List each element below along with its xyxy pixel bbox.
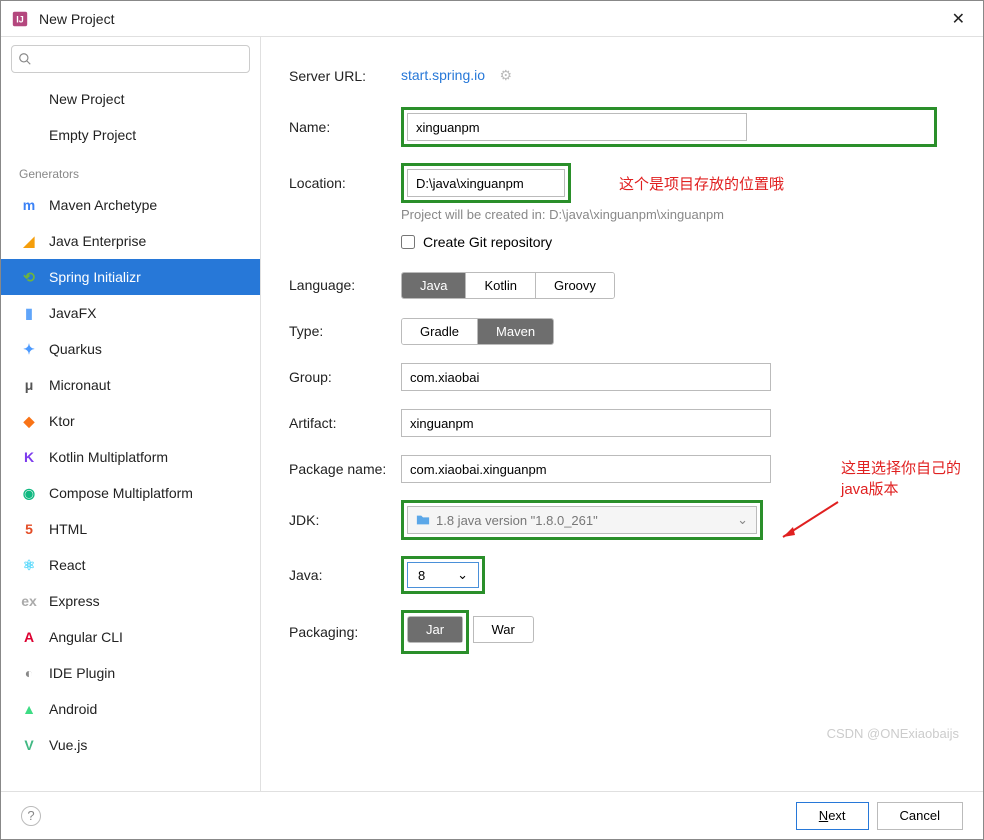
language-label: Language: xyxy=(289,277,401,293)
sidebar-item-maven-archetype[interactable]: mMaven Archetype xyxy=(1,187,260,223)
sidebar-item-android[interactable]: ▲Android xyxy=(1,691,260,727)
sidebar: New ProjectEmpty Project Generators mMav… xyxy=(1,37,261,793)
sidebar-item-micronaut[interactable]: μMicronaut xyxy=(1,367,260,403)
java-label: Java: xyxy=(289,567,401,583)
gear-icon[interactable]: ⚙ xyxy=(500,67,513,83)
sidebar-item-kotlin-multiplatform[interactable]: KKotlin Multiplatform xyxy=(1,439,260,475)
location-hint: Project will be created in: D:\java\xing… xyxy=(401,207,955,222)
seg-jar[interactable]: Jar xyxy=(407,616,463,643)
folder-icon xyxy=(416,513,430,527)
seg-kotlin[interactable]: Kotlin xyxy=(466,273,536,298)
sidebar-item-java-enterprise[interactable]: ◢Java Enterprise xyxy=(1,223,260,259)
seg-java[interactable]: Java xyxy=(402,273,466,298)
jdk-label: JDK: xyxy=(289,512,401,528)
titlebar: IJ New Project ✕ xyxy=(1,1,983,37)
location-label: Location: xyxy=(289,175,401,191)
location-input[interactable] xyxy=(407,169,565,197)
seg-war[interactable]: War xyxy=(473,616,534,643)
sidebar-item-ide-plugin[interactable]: ◐IDE Plugin xyxy=(1,655,260,691)
language-group[interactable]: JavaKotlinGroovy xyxy=(401,272,615,299)
help-button[interactable]: ? xyxy=(21,806,41,826)
group-input[interactable] xyxy=(401,363,771,391)
sidebar-item-javafx[interactable]: ▮JavaFX xyxy=(1,295,260,331)
jdk-dropdown[interactable]: 1.8 java version "1.8.0_261" ⌄ xyxy=(407,506,757,534)
type-group[interactable]: GradleMaven xyxy=(401,318,554,345)
group-label: Group: xyxy=(289,369,401,385)
server-url-link[interactable]: start.spring.io xyxy=(401,67,485,83)
sidebar-item-angular-cli[interactable]: AAngular CLI xyxy=(1,619,260,655)
search-input[interactable] xyxy=(11,45,250,73)
sidebar-item-html[interactable]: 5HTML xyxy=(1,511,260,547)
arrow-icon xyxy=(773,497,843,547)
artifact-input[interactable] xyxy=(401,409,771,437)
svg-text:IJ: IJ xyxy=(16,14,24,24)
chevron-down-icon: ⌄ xyxy=(457,567,468,583)
sidebar-item[interactable]: Empty Project xyxy=(1,117,260,153)
git-checkbox[interactable] xyxy=(401,235,415,249)
type-label: Type: xyxy=(289,323,401,339)
close-button[interactable]: ✕ xyxy=(944,5,973,33)
packaging-label: Packaging: xyxy=(289,624,401,640)
seg-maven[interactable]: Maven xyxy=(478,319,553,344)
name-input[interactable] xyxy=(407,113,747,141)
app-icon: IJ xyxy=(11,10,29,28)
next-button[interactable]: Next xyxy=(796,802,869,830)
sidebar-item[interactable]: New Project xyxy=(1,81,260,117)
window-title: New Project xyxy=(39,11,944,27)
seg-groovy[interactable]: Groovy xyxy=(536,273,614,298)
artifact-label: Artifact: xyxy=(289,415,401,431)
seg-gradle[interactable]: Gradle xyxy=(402,319,478,344)
package-label: Package name: xyxy=(289,461,401,477)
server-url-label: Server URL: xyxy=(289,68,401,84)
packaging-group[interactable]: Jar xyxy=(407,616,463,643)
sidebar-item-vue.js[interactable]: VVue.js xyxy=(1,727,260,763)
sidebar-item-spring-initializr[interactable]: ⟲Spring Initializr xyxy=(1,259,260,295)
footer: ? Next Cancel xyxy=(1,791,983,839)
sidebar-item-compose-multiplatform[interactable]: ◉Compose Multiplatform xyxy=(1,475,260,511)
annotation-jdk: 这里选择你自己的 java版本 xyxy=(841,457,961,499)
git-checkbox-label: Create Git repository xyxy=(423,234,552,250)
generators-header: Generators xyxy=(1,153,260,187)
package-input[interactable] xyxy=(401,455,771,483)
sidebar-item-react[interactable]: ⚛React xyxy=(1,547,260,583)
cancel-button[interactable]: Cancel xyxy=(877,802,963,830)
main-panel: Server URL: start.spring.io ⚙ Name: Loca… xyxy=(261,37,983,793)
annotation-location: 这个是项目存放的位置哦 xyxy=(619,173,784,194)
chevron-down-icon: ⌄ xyxy=(737,512,748,528)
watermark: CSDN @ONExiaobaijs xyxy=(827,726,959,741)
sidebar-item-ktor[interactable]: ◆Ktor xyxy=(1,403,260,439)
sidebar-item-quarkus[interactable]: ✦Quarkus xyxy=(1,331,260,367)
java-dropdown[interactable]: 8 ⌄ xyxy=(407,562,479,588)
name-label: Name: xyxy=(289,119,401,135)
sidebar-item-express[interactable]: exExpress xyxy=(1,583,260,619)
